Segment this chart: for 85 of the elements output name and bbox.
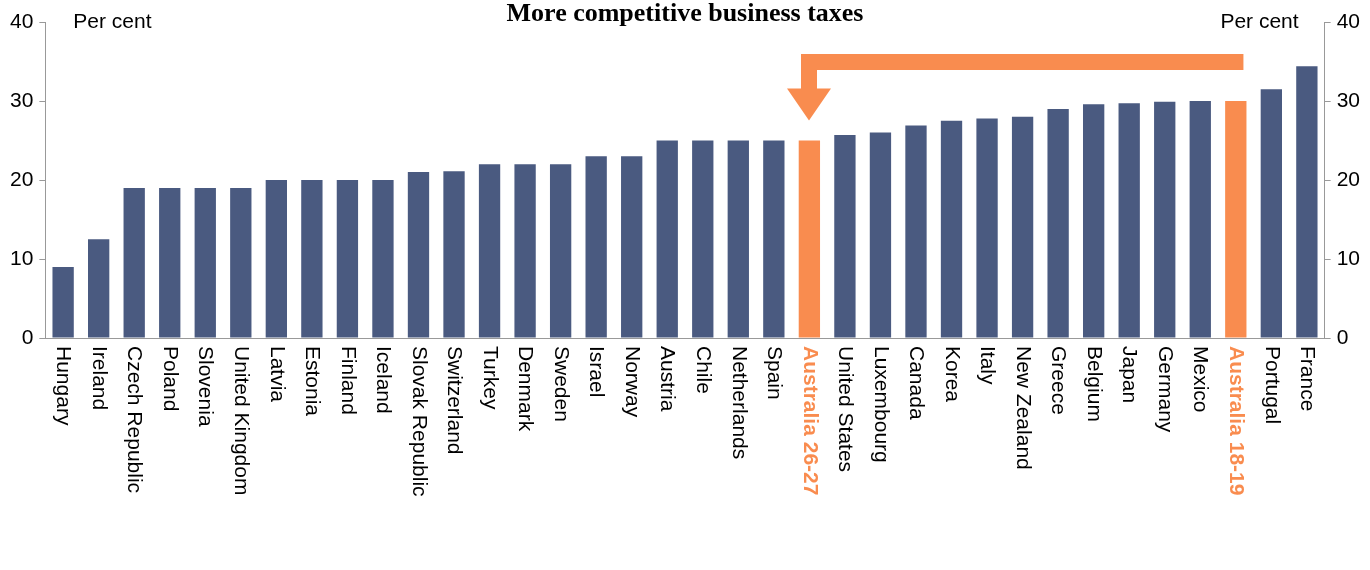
bar (123, 187, 145, 338)
bar (443, 171, 465, 338)
bar (549, 164, 572, 338)
bar (585, 156, 607, 338)
chart-title: More competitive business taxes (506, 0, 864, 27)
x-tick-label: Australia 26-27 (799, 346, 823, 496)
y2-tick-label: 10 (1336, 245, 1360, 269)
y-axis-title: Per cent (73, 8, 152, 32)
y-tick-label: 30 (10, 87, 34, 111)
bar (265, 180, 287, 338)
bar (478, 164, 501, 338)
x-tick-label: Portugal (1261, 346, 1285, 425)
bar (372, 180, 394, 338)
x-tick-label: Luxembourg (870, 346, 894, 463)
y2-tick-label: 30 (1336, 87, 1360, 111)
bar (976, 118, 998, 338)
x-tick-label: Sweden (550, 346, 574, 422)
bar (1225, 101, 1247, 338)
bar (940, 120, 963, 338)
y-tick-label: 40 (10, 8, 34, 32)
x-tick-label: Canada (906, 346, 930, 420)
bar (834, 134, 856, 338)
x-tick-label: Turkey (479, 346, 503, 410)
bar (692, 140, 714, 338)
bar (301, 180, 323, 338)
bar (727, 140, 749, 338)
x-tick-label: Switzerland (444, 346, 468, 455)
bar (656, 140, 678, 338)
y2-tick-label: 0 (1336, 324, 1349, 348)
bar (1154, 101, 1176, 338)
y2-axis-title: Per cent (1220, 8, 1299, 32)
x-tick-label: Latvia (266, 346, 290, 403)
bar (1260, 89, 1282, 338)
bar (621, 156, 643, 338)
bar (1296, 66, 1318, 338)
x-tick-label: Israel (586, 346, 610, 398)
bar (798, 140, 821, 338)
x-tick-label: Czech Republic (124, 346, 148, 494)
x-tick-label: Hungary (53, 346, 77, 426)
x-tick-label: France (1297, 346, 1321, 412)
x-tick-label: Norway (621, 346, 645, 418)
bar (1047, 108, 1069, 338)
x-tick-label: Belgium (1083, 346, 1107, 422)
x-tick-label: Poland (159, 346, 183, 412)
x-tick-label: Iceland (373, 346, 397, 414)
bar (159, 187, 181, 338)
x-tick-label: Slovak Republic (408, 346, 432, 497)
x-tick-label: Slovenia (195, 346, 219, 427)
bar (1189, 101, 1211, 338)
x-tick-label: United Kingdom (231, 346, 255, 496)
x-tick-label: Spain (764, 346, 788, 400)
bar (230, 187, 252, 338)
x-tick-label: Australia 18-19 (1226, 346, 1250, 496)
bar (1011, 116, 1034, 338)
y-tick-label: 10 (10, 245, 34, 269)
x-tick-label: Finland (337, 346, 361, 415)
bar (52, 266, 74, 338)
y2-tick-label: 20 (1336, 166, 1360, 190)
x-tick-label: Ireland (88, 346, 112, 411)
bar (514, 164, 536, 338)
bar (1083, 104, 1105, 338)
x-tick-label: Chile (692, 346, 716, 394)
y-tick-label: 20 (10, 166, 34, 190)
x-tick-label: Netherlands (728, 346, 752, 460)
bar (905, 125, 927, 338)
bar (1118, 103, 1140, 338)
x-tick-label: Germany (1154, 346, 1178, 433)
x-tick-label: Austria (657, 346, 681, 412)
bar (88, 239, 110, 338)
bar (869, 132, 892, 338)
x-tick-label: Japan (1119, 346, 1143, 404)
x-tick-label: Greece (1048, 346, 1072, 415)
x-tick-label: Italy (977, 346, 1001, 386)
y-tick-label: 0 (21, 324, 34, 348)
bar (194, 187, 216, 338)
x-tick-label: Estonia (302, 346, 326, 417)
bar (407, 172, 430, 338)
x-tick-label: United States (835, 346, 859, 473)
bar (763, 140, 785, 338)
y2-tick-label: 40 (1336, 8, 1360, 32)
x-tick-label: Denmark (515, 346, 539, 432)
x-tick-label: Korea (941, 346, 965, 403)
x-tick-label: New Zealand (1012, 346, 1036, 470)
x-tick-label: Mexico (1190, 346, 1214, 413)
bar (336, 180, 359, 338)
